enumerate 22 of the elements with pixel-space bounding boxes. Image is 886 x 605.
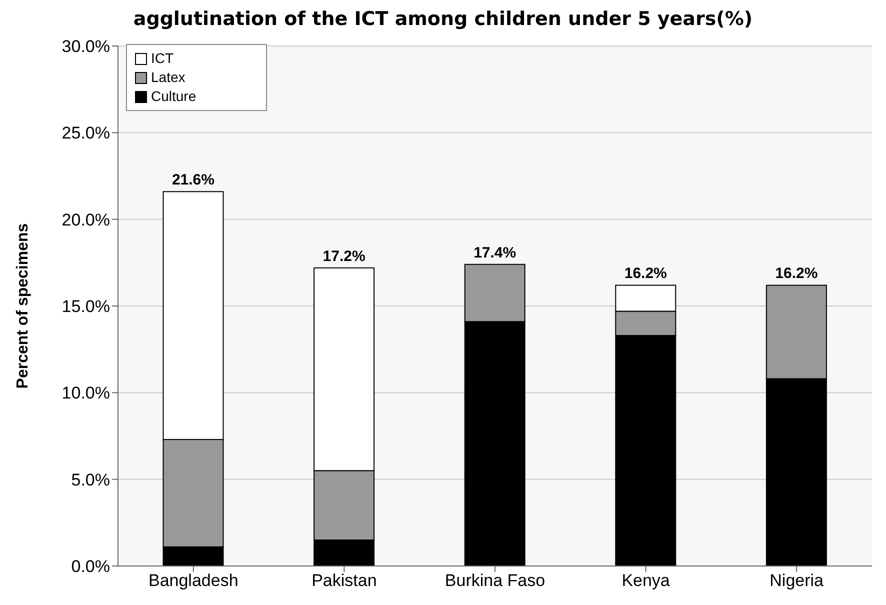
y-tick-label: 10.0% [62, 384, 110, 403]
legend-label: ICT [151, 49, 174, 68]
x-tick-label: Burkina Faso [444, 571, 546, 590]
x-tick-label: Kenya [622, 571, 670, 590]
total-label: 16.2% [624, 265, 667, 282]
total-label: 21.6% [172, 172, 215, 189]
x-tick-label: Bangladesh [148, 571, 238, 590]
x-tick-label: Nigeria [770, 571, 824, 590]
legend-label: Latex [151, 68, 186, 87]
y-tick-label: 30.0% [62, 37, 110, 56]
y-axis-title: Percent of specimens [14, 223, 32, 389]
y-tick-label: 15.0% [62, 297, 110, 316]
y-tick-label: 5.0% [71, 470, 110, 490]
total-label: 17.2% [322, 248, 366, 265]
chart-title: agglutination of the ICT among children under 5 years(%) [132, 8, 754, 32]
total-label: 16.2% [775, 265, 818, 282]
y-tick-label: 20.0% [62, 210, 110, 230]
legend-label: Culture [151, 87, 196, 106]
total-label: 17.4% [474, 244, 516, 262]
y-tick-label: 0.0% [71, 557, 110, 576]
x-tick-label: Pakistan [312, 571, 377, 590]
y-tick-label: 25.0% [62, 124, 110, 143]
